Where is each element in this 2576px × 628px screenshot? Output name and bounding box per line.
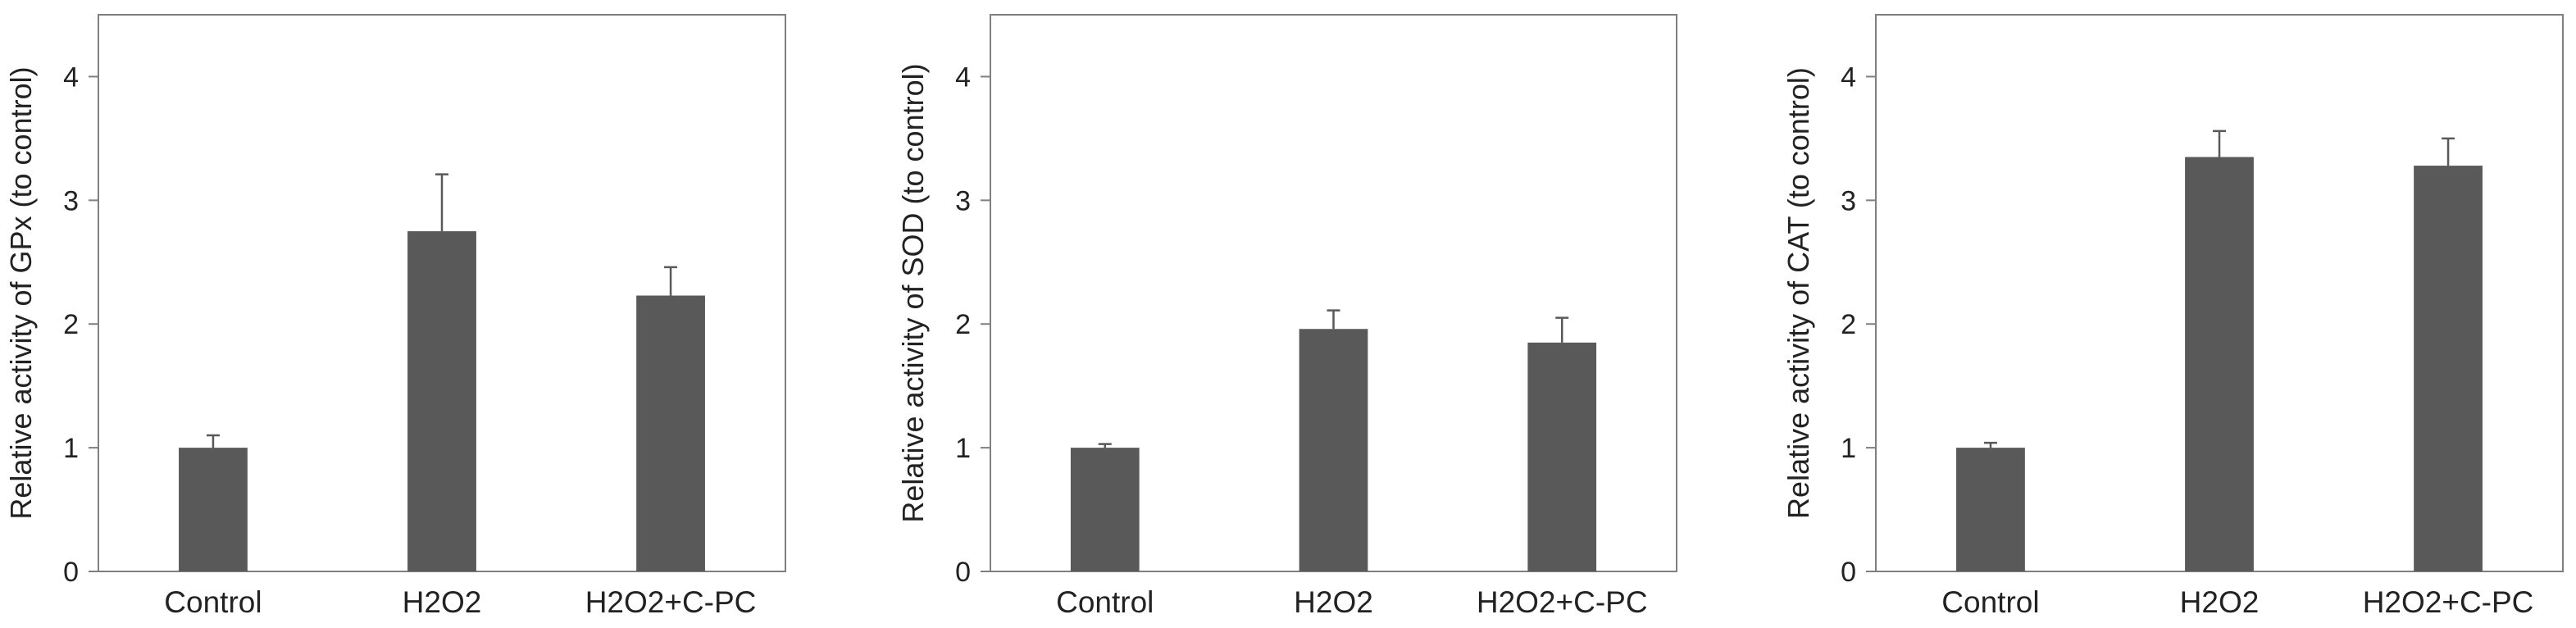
y-tick-label: 2 — [63, 309, 79, 340]
chart-panel-3: 0 1 2 3 4 Relative activity of CAT (to contro… — [1782, 14, 2564, 619]
x-category-label: H2O2 — [403, 585, 482, 619]
x-category-label: H2O2 — [1294, 585, 1373, 619]
x-category-label: H2O2 — [2180, 585, 2260, 619]
x-category-label: Control — [164, 585, 262, 619]
bar-h2o2 — [1299, 329, 1368, 571]
bar-h2o2-c-pc — [1527, 342, 1597, 571]
y-axis-label: Relative activity of CAT (to control) — [1782, 67, 1815, 519]
y-tick-label: 3 — [63, 185, 79, 216]
x-category-label: Control — [1941, 585, 2039, 619]
x-category-label: H2O2+C-PC — [2363, 585, 2534, 619]
bar-h2o2 — [2185, 157, 2254, 571]
chart-panel-1: 0 1 2 3 4 Relative activity of GPx (to contro… — [4, 14, 786, 619]
x-category-label: Control — [1056, 585, 1154, 619]
y-tick-label: 4 — [955, 61, 971, 93]
y-tick-label: 2 — [1841, 309, 1856, 340]
y-tick-label: 0 — [955, 557, 971, 588]
bar-control — [1956, 448, 2025, 571]
y-axis-label: Relative activity of GPx (to control) — [4, 66, 38, 519]
y-tick-label: 1 — [955, 433, 971, 464]
chart-panel-2: 0 1 2 3 4 Relative activity of SOD (to contro… — [896, 14, 1677, 619]
y-tick-label: 0 — [1841, 557, 1856, 588]
x-category-label: H2O2+C-PC — [585, 585, 757, 619]
y-tick-label: 1 — [63, 433, 79, 464]
y-tick-label: 2 — [955, 309, 971, 340]
y-axis-label: Relative activity of SOD (to control) — [896, 63, 930, 522]
bar-control — [1070, 448, 1140, 571]
y-tick-label: 0 — [63, 557, 79, 588]
y-tick-label: 1 — [1841, 433, 1856, 464]
y-tick-label: 3 — [1841, 185, 1856, 216]
x-category-label: H2O2+C-PC — [1477, 585, 1648, 619]
bar-h2o2-c-pc — [636, 295, 705, 571]
y-tick-label: 4 — [63, 61, 79, 93]
y-tick-label: 3 — [955, 185, 971, 216]
bar-h2o2 — [407, 231, 476, 571]
bar-h2o2-c-pc — [2414, 166, 2483, 571]
bar-control — [179, 448, 248, 571]
y-tick-label: 4 — [1841, 61, 1856, 93]
